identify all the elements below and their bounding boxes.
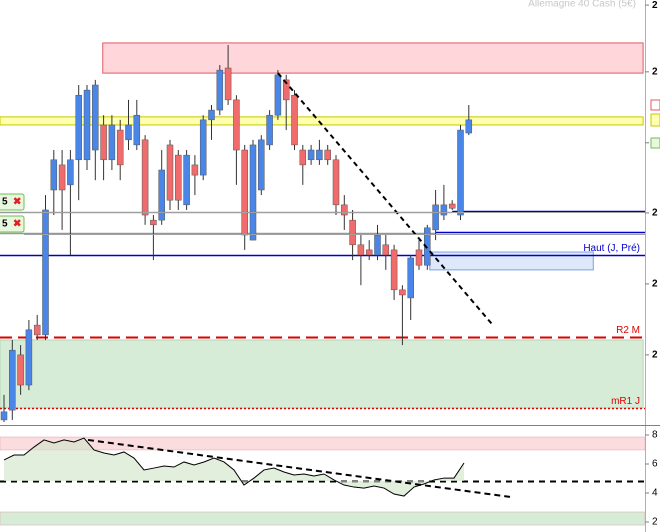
candle-body (299, 149, 307, 166)
order-tag-close[interactable]: ✖ (13, 197, 21, 208)
price-tag (650, 99, 660, 111)
candle-body (224, 67, 232, 101)
candle-body (191, 164, 199, 176)
candle-body (440, 204, 448, 216)
candle-body (457, 129, 464, 216)
order-tag (0, 215, 25, 233)
candle-body (258, 139, 265, 191)
zone (429, 251, 594, 271)
candle-body (33, 324, 41, 336)
candle-body (266, 114, 273, 146)
candle-body (415, 249, 423, 266)
candle-body (166, 144, 174, 201)
candle-body (324, 149, 331, 161)
y-tick-label: 2 (652, 517, 658, 528)
candle-body (365, 249, 373, 256)
candle-body (67, 159, 74, 186)
indicator-band (0, 436, 646, 451)
candle-body (9, 349, 16, 411)
zone (0, 339, 644, 409)
order-tag-label: 5 (2, 197, 8, 208)
candle-body (316, 149, 323, 161)
trendline (277, 72, 494, 326)
candle-body (199, 119, 207, 176)
indicator-trendline (87, 438, 511, 498)
chart-title: Allemagne 40 Cash (5€) (528, 0, 636, 10)
candle-body (382, 244, 390, 256)
y-tick-label: 2 (652, 350, 658, 361)
candle-body (341, 204, 348, 216)
candle-body (357, 244, 365, 256)
candle-body (141, 139, 149, 216)
indicator-band (0, 511, 646, 526)
candle-body (291, 94, 298, 146)
candle-body (374, 234, 381, 256)
order-tag-close[interactable]: ✖ (13, 219, 21, 230)
candle-body (208, 109, 215, 121)
candle-body (100, 124, 107, 161)
y-tick-label: 8 (652, 430, 658, 441)
candle-body (407, 257, 414, 299)
y-tick-label: 6 (652, 459, 658, 470)
candle-body (399, 289, 406, 296)
candle-body (332, 159, 340, 206)
price-tag (650, 113, 660, 127)
candle-body (108, 124, 116, 161)
candle-body (158, 169, 165, 221)
candle-body (83, 89, 91, 161)
candle-body (175, 154, 182, 201)
level-label: mR1 J (611, 396, 640, 407)
zone (102, 42, 644, 74)
candle-body (390, 249, 398, 291)
candle-body (42, 209, 49, 336)
candle-body (92, 84, 99, 151)
y-tick-label: 2 (652, 66, 658, 77)
order-tag-label: 5 (2, 219, 8, 230)
level-label: R2 M (616, 325, 640, 336)
candle-body (424, 227, 431, 266)
y-tick-label: 2 (652, 279, 658, 290)
y-tick-label: 2 (652, 208, 658, 219)
candle-body (133, 114, 141, 146)
candle-body (349, 219, 356, 246)
candle-body (216, 69, 224, 111)
candle-body (0, 411, 8, 421)
candle-body (116, 129, 124, 166)
candle-body (17, 354, 24, 386)
candle-body (241, 149, 248, 236)
candle-body (249, 144, 257, 241)
candle-body (432, 204, 439, 231)
price-tag (650, 137, 660, 149)
candle-body (307, 149, 315, 161)
candle-body (50, 159, 58, 191)
candle-body (233, 99, 240, 151)
order-tag (0, 193, 25, 211)
candle-body (465, 119, 473, 134)
candle-body (274, 74, 282, 116)
candle-body (183, 154, 190, 206)
y-tick-label: 4 (652, 488, 658, 499)
candle-body (75, 94, 82, 161)
candle-body (448, 203, 456, 209)
candle-body (125, 124, 132, 141)
candle-body (58, 164, 66, 191)
level-label: Haut (J, Pré) (583, 243, 640, 254)
candle-body (150, 219, 157, 226)
indicator-line (3, 437, 465, 497)
y-tick-label: 2 (652, 0, 658, 11)
candle-body (282, 79, 290, 101)
indicator-area (4, 438, 464, 497)
candle-body (25, 329, 33, 386)
